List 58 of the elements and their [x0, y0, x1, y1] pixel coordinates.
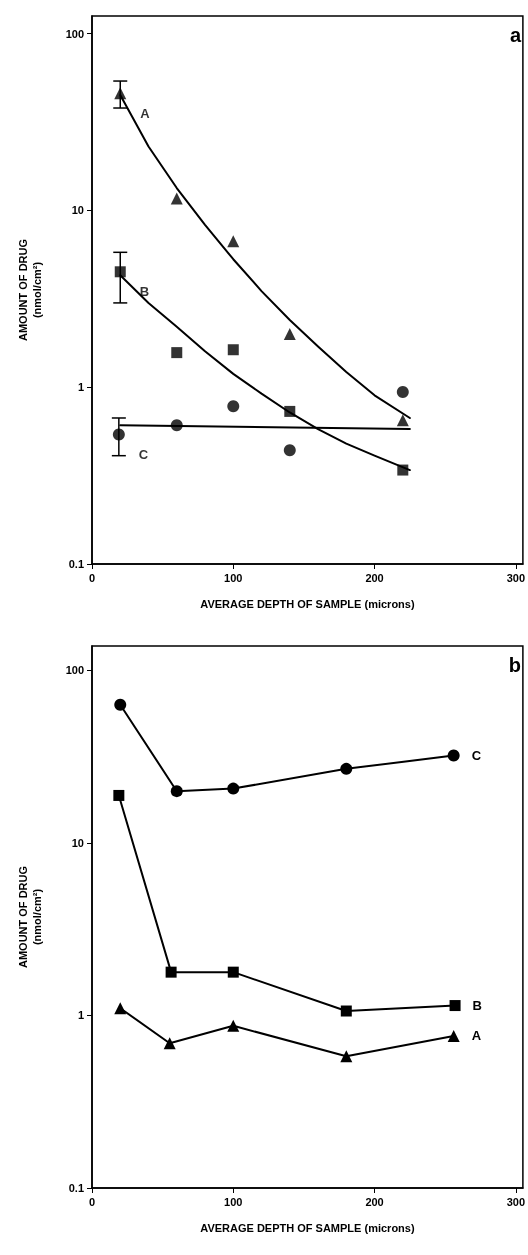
y-axis-title: AMOUNT OF DRUG (nmol/cm²) — [17, 865, 43, 969]
point — [447, 749, 460, 762]
series-label: A — [471, 1028, 482, 1044]
point — [283, 444, 296, 457]
y-axis-title: AMOUNT OF DRUG (nmol/cm²) — [17, 238, 43, 342]
point — [163, 1037, 176, 1050]
x-tick-label: 300 — [506, 1195, 525, 1208]
point — [340, 1050, 353, 1063]
x-tick-label: 0 — [88, 571, 96, 584]
series-label: C — [138, 447, 149, 463]
y-tick-label: 10 — [71, 836, 84, 849]
y-tick-label: 100 — [65, 27, 84, 40]
x-tick-label: 200 — [365, 1195, 384, 1208]
x-tick-label: 0 — [88, 1195, 96, 1208]
x-tick-label: 200 — [365, 571, 384, 584]
y-tick-label: 1 — [77, 1009, 84, 1022]
x-tick-label: 100 — [224, 1195, 243, 1208]
x-tick-label: 100 — [224, 571, 243, 584]
point — [170, 192, 183, 205]
point — [449, 1000, 461, 1012]
point — [165, 966, 177, 978]
point — [284, 405, 296, 417]
point — [396, 386, 409, 398]
point — [171, 347, 183, 359]
point — [114, 1002, 127, 1015]
point — [397, 464, 409, 476]
point — [114, 266, 126, 278]
x-tick-label: 300 — [506, 571, 525, 584]
point — [227, 344, 239, 356]
point — [112, 428, 125, 441]
point — [447, 1029, 460, 1042]
point — [340, 1005, 352, 1017]
point — [114, 698, 127, 711]
y-tick-label: 0.1 — [68, 1182, 84, 1194]
series-label: B — [472, 998, 482, 1014]
point — [170, 785, 183, 798]
series-label: B — [139, 284, 150, 300]
point — [114, 87, 127, 100]
point — [227, 235, 240, 248]
chart-title: b — [508, 654, 521, 676]
point — [396, 414, 409, 427]
chart-title: a — [509, 24, 522, 46]
series-label: A — [140, 105, 151, 121]
x-axis-title: AVERAGE DEPTH OF SAMPLE (microns) — [200, 1221, 415, 1234]
point — [227, 782, 240, 795]
series-label: C — [471, 748, 482, 764]
y-tick-label: 10 — [71, 204, 84, 217]
point — [113, 789, 125, 801]
point — [283, 328, 296, 341]
y-tick-label: 1 — [77, 381, 84, 394]
x-axis-title: AVERAGE DEPTH OF SAMPLE (microns) — [200, 597, 415, 610]
y-tick-label: 0.1 — [68, 558, 84, 570]
point — [227, 400, 240, 413]
point — [340, 762, 353, 775]
point — [170, 419, 183, 432]
point — [227, 1019, 240, 1032]
y-tick-label: 100 — [65, 664, 84, 677]
point — [227, 966, 239, 978]
